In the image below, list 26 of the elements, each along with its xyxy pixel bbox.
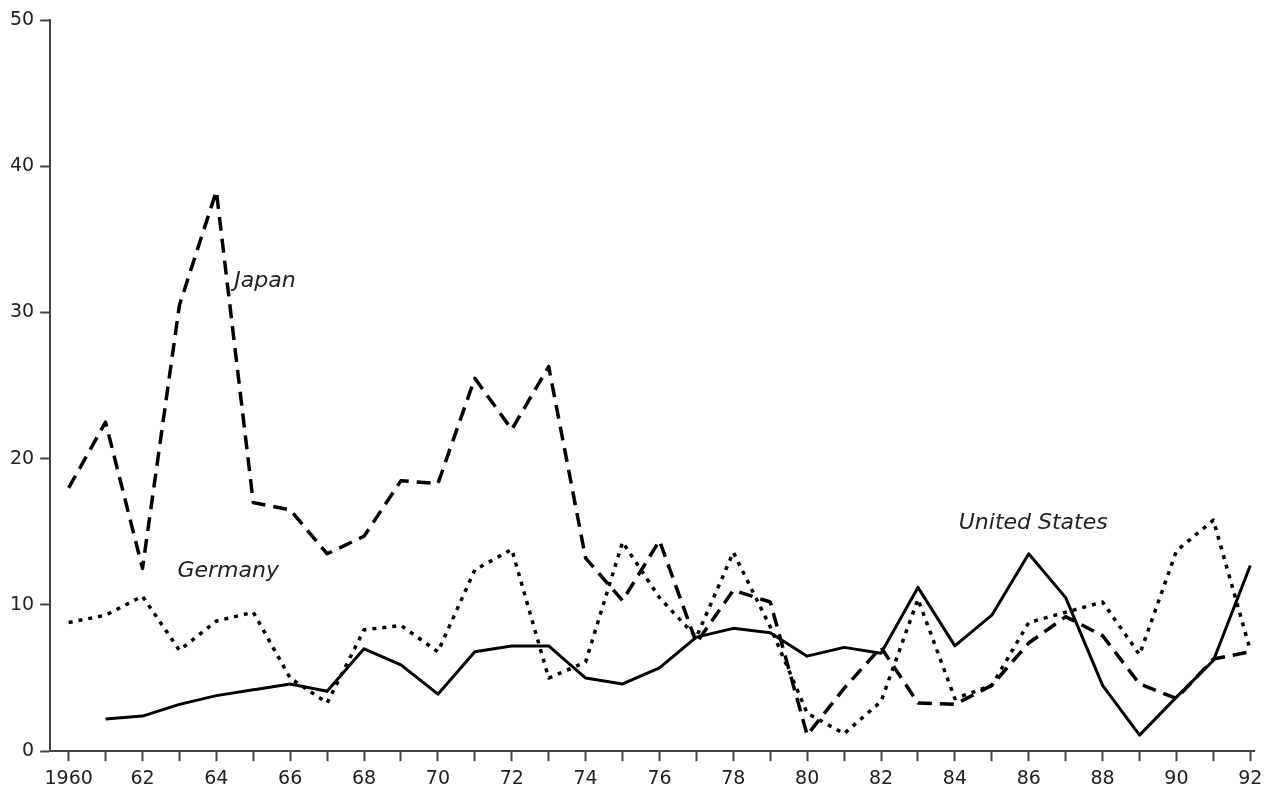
x-tick-label: 1960 [44, 765, 93, 788]
y-tick-label: 50 [9, 6, 35, 29]
y-tick-label: 20 [9, 445, 35, 468]
series-label: United States [958, 509, 1108, 535]
x-tick-label: 84 [942, 765, 967, 788]
x-tick-label: 74 [573, 765, 598, 788]
series-label: Japan [230, 266, 296, 292]
y-tick-label: 0 [22, 738, 35, 761]
x-tick-label: 68 [351, 765, 377, 788]
x-tick-label: 70 [425, 765, 450, 788]
y-tick-label: 30 [9, 299, 35, 322]
x-tick-label: 88 [1090, 765, 1115, 788]
x-tick-label: 66 [278, 765, 303, 788]
x-tick-label: 82 [868, 765, 894, 788]
x-tick-label: 80 [795, 765, 820, 788]
x-tick-label: 90 [1164, 765, 1189, 788]
x-tick-label: 64 [204, 765, 229, 788]
x-tick-label: 86 [1016, 765, 1041, 788]
x-tick-label: 78 [721, 765, 746, 788]
series-label: Germany [177, 556, 280, 582]
x-tick-label: 72 [499, 765, 524, 788]
y-tick-label: 40 [9, 153, 35, 176]
x-tick-label: 62 [130, 765, 155, 788]
x-tick-label: 76 [647, 765, 672, 788]
y-tick-label: 10 [9, 591, 35, 614]
x-tick-label: 92 [1238, 765, 1263, 788]
